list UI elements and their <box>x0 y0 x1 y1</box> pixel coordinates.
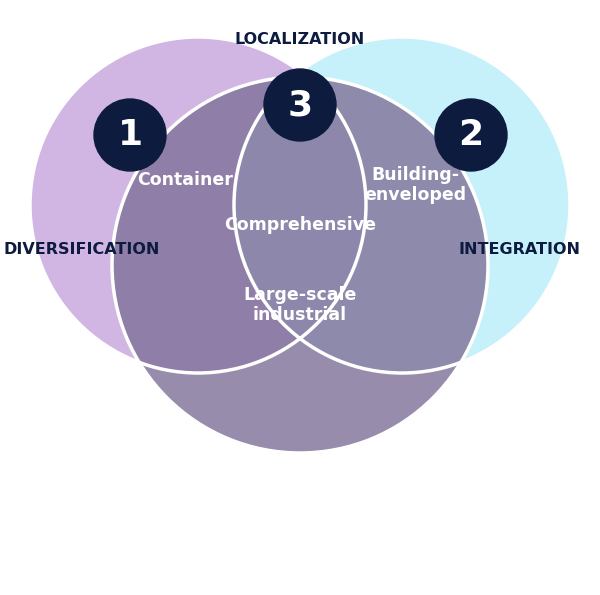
Text: INTEGRATION: INTEGRATION <box>458 243 580 258</box>
Text: LOCALIZATION: LOCALIZATION <box>235 33 365 48</box>
Text: Large-scale
industrial: Large-scale industrial <box>244 286 356 324</box>
Text: DIVERSIFICATION: DIVERSIFICATION <box>4 243 160 258</box>
Text: 2: 2 <box>458 118 484 152</box>
Circle shape <box>94 99 166 171</box>
Circle shape <box>112 77 488 453</box>
Circle shape <box>30 37 366 373</box>
Circle shape <box>435 99 507 171</box>
Circle shape <box>264 69 336 141</box>
Text: 1: 1 <box>118 118 143 152</box>
Text: Building-
enveloped: Building- enveloped <box>364 165 466 205</box>
Text: Container: Container <box>137 171 233 189</box>
Text: Comprehensive: Comprehensive <box>224 216 376 234</box>
Text: 3: 3 <box>287 88 313 122</box>
Circle shape <box>234 37 570 373</box>
